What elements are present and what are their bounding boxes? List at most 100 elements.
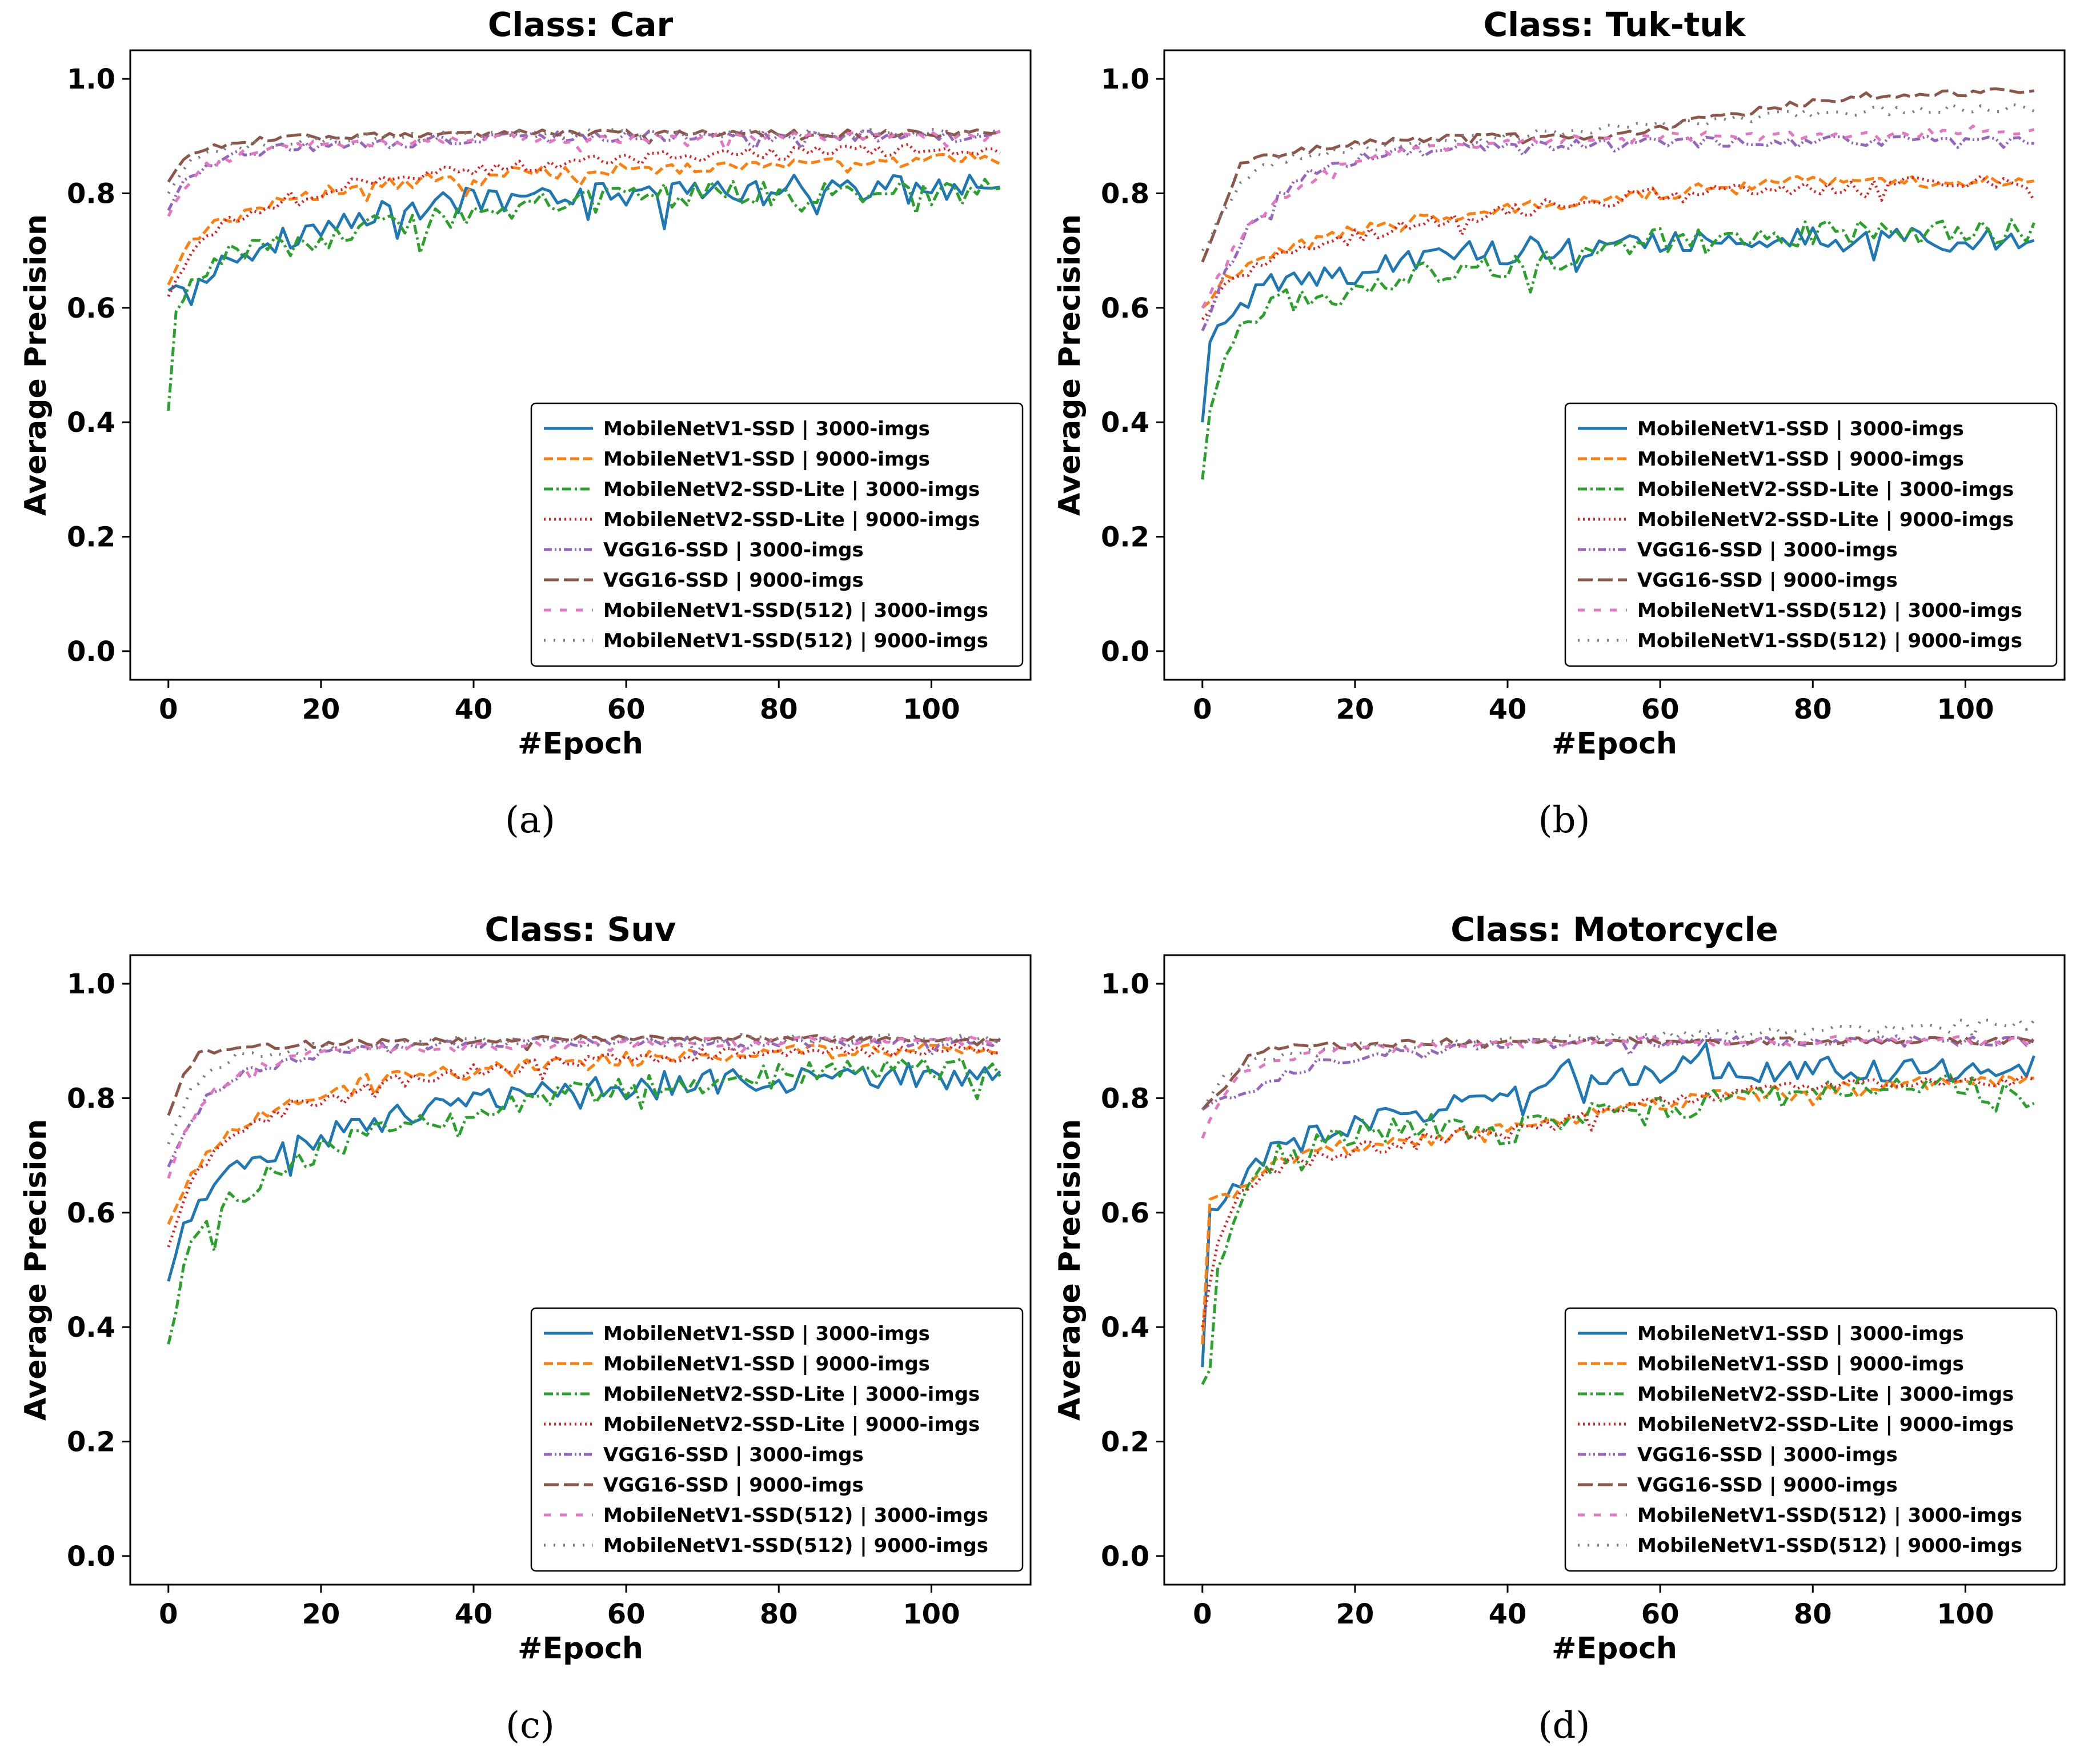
series-line-d-8 <box>1201 1018 2035 1110</box>
x-axis-label-d: #Epoch <box>1552 1631 1677 1666</box>
legend-box-c <box>530 1307 1024 1572</box>
x-tick-label-a: 40 <box>455 693 493 725</box>
x-tick-label-d: 80 <box>1794 1598 1832 1630</box>
y-tick-label-d: 0.8 <box>1101 1083 1149 1114</box>
legend-label-a-5: VGG16-SSD | 3000-imgs <box>603 539 864 562</box>
x-tick-label-a: 0 <box>159 693 178 725</box>
x-tick-label-c: 80 <box>760 1598 798 1630</box>
series-line-b-6 <box>1201 87 2034 263</box>
legend-label-c-6: VGG16-SSD | 9000-imgs <box>603 1474 864 1497</box>
x-ticks-b: 0 20 40 60 80 100 <box>1193 680 1994 725</box>
series-line-c-7 <box>167 1035 1000 1179</box>
legend-label-c-8: MobileNetV1-SSD(512) | 9000-imgs <box>603 1534 988 1557</box>
y-tick-label-d: 0.0 <box>1101 1541 1149 1573</box>
y-tick-label-b: 1.0 <box>1101 63 1149 95</box>
y-tick-label-b: 0.6 <box>1101 292 1149 324</box>
legend-a: MobileNetV1-SSD | 3000-imgs MobileNetV1-S… <box>530 402 1024 667</box>
y-ticks-d: 0.0 0.2 0.4 0.6 0.8 1.0 <box>1101 968 1164 1573</box>
panel-d: Class: Motorcycle #Epoch Average Precisi… <box>1053 910 2066 1666</box>
legend-label-a-4: MobileNetV2-SSD-Lite | 9000-imgs <box>603 508 980 531</box>
legend-b: MobileNetV1-SSD | 3000-imgs MobileNetV1-S… <box>1564 402 2058 667</box>
series-line-c-3 <box>167 1057 1001 1345</box>
series-line-a-5 <box>167 129 1001 211</box>
legend-c: MobileNetV1-SSD | 3000-imgs MobileNetV1-S… <box>530 1307 1024 1572</box>
y-tick-label-a: 0.6 <box>67 292 115 324</box>
x-tick-label-b: 100 <box>1937 693 1994 725</box>
series-line-a-2 <box>167 151 1001 286</box>
series-line-d-5 <box>1201 1034 2035 1111</box>
series-line-d-7 <box>1201 1035 2035 1139</box>
legend-label-b-7: MobileNetV1-SSD(512) | 3000-imgs <box>1637 599 2022 622</box>
x-tick-label-b: 20 <box>1336 693 1374 725</box>
legend-label-a-7: MobileNetV1-SSD(512) | 3000-imgs <box>603 599 988 622</box>
legend-label-c-4: MobileNetV2-SSD-Lite | 9000-imgs <box>603 1413 980 1436</box>
x-tick-label-a: 100 <box>903 693 960 725</box>
y-tick-label-c: 0.4 <box>67 1312 115 1344</box>
series-line-a-4 <box>167 143 1001 297</box>
y-tick-label-b: 0.8 <box>1101 178 1149 210</box>
x-tick-label-d: 40 <box>1489 1598 1527 1630</box>
legend-label-b-5: VGG16-SSD | 3000-imgs <box>1637 539 1898 562</box>
x-ticks-a: 0 20 40 60 80 100 <box>159 680 960 725</box>
x-tick-label-d: 20 <box>1336 1598 1374 1630</box>
series-line-b-5 <box>1201 135 2034 331</box>
chart-title-b: Class: Tuk-tuk <box>1484 5 1746 44</box>
y-tick-label-d: 1.0 <box>1101 968 1149 1000</box>
legend-label-d-6: VGG16-SSD | 9000-imgs <box>1637 1474 1898 1497</box>
y-axis-label-b: Average Precision <box>1053 214 1087 516</box>
panel-label-c: (c) <box>506 1705 555 1747</box>
legend-label-a-2: MobileNetV1-SSD | 9000-imgs <box>603 448 930 471</box>
panel-c: Class: Suv #Epoch Average Precision 0 20 4… <box>19 910 1032 1666</box>
chart-title-c: Class: Suv <box>485 910 676 949</box>
series-line-b-2 <box>1201 174 2034 309</box>
y-tick-label-c: 0.0 <box>67 1541 115 1573</box>
x-axis-label-c: #Epoch <box>518 1631 643 1666</box>
chart-title-a: Class: Car <box>488 5 674 44</box>
axes-frame-a <box>129 49 1032 681</box>
y-tick-label-d: 0.6 <box>1101 1197 1149 1229</box>
legend-label-b-3: MobileNetV2-SSD-Lite | 3000-imgs <box>1637 478 2014 501</box>
legend-label-a-8: MobileNetV1-SSD(512) | 9000-imgs <box>603 630 988 652</box>
y-tick-label-a: 1.0 <box>67 63 115 95</box>
chart-title-d: Class: Motorcycle <box>1450 910 1778 949</box>
axes-frame-c <box>129 954 1032 1586</box>
y-tick-label-d: 0.4 <box>1101 1312 1149 1344</box>
x-tick-label-b: 60 <box>1641 693 1680 725</box>
legend-label-d-4: MobileNetV2-SSD-Lite | 9000-imgs <box>1637 1413 2014 1436</box>
legend-label-a-3: MobileNetV2-SSD-Lite | 3000-imgs <box>603 478 980 501</box>
axes-frame-b <box>1163 49 2066 681</box>
y-axis-label-a: Average Precision <box>19 214 53 516</box>
legend-label-b-1: MobileNetV1-SSD | 3000-imgs <box>1637 418 1964 440</box>
plot-area-a <box>167 127 1001 411</box>
legend-label-c-3: MobileNetV2-SSD-Lite | 3000-imgs <box>603 1383 980 1406</box>
legend-label-d-7: MobileNetV1-SSD(512) | 3000-imgs <box>1637 1504 2022 1527</box>
x-ticks-d: 0 20 40 60 80 100 <box>1193 1585 1994 1630</box>
panel-label-b: (b) <box>1538 799 1590 841</box>
x-tick-label-c: 60 <box>607 1598 646 1630</box>
legend-box-a <box>530 402 1024 667</box>
panel-b: Class: Tuk-tuk #Epoch Average Precision … <box>1053 5 2066 761</box>
legend-label-c-7: MobileNetV1-SSD(512) | 3000-imgs <box>603 1504 988 1527</box>
legend-label-c-1: MobileNetV1-SSD | 3000-imgs <box>603 1322 930 1345</box>
series-line-b-1 <box>1201 226 2035 423</box>
series-line-c-4 <box>167 1043 1001 1248</box>
legend-label-d-8: MobileNetV1-SSD(512) | 9000-imgs <box>1637 1534 2022 1557</box>
x-tick-label-c: 100 <box>903 1598 960 1630</box>
series-line-b-8 <box>1201 102 2035 252</box>
x-tick-label-a: 80 <box>760 693 798 725</box>
x-tick-label-c: 20 <box>302 1598 340 1630</box>
legend-box-d <box>1564 1307 2058 1572</box>
legend-label-d-5: VGG16-SSD | 3000-imgs <box>1637 1444 1898 1466</box>
legend-label-a-6: VGG16-SSD | 9000-imgs <box>603 569 864 592</box>
y-tick-label-a: 0.8 <box>67 178 115 210</box>
legend-label-b-6: VGG16-SSD | 9000-imgs <box>1637 569 1898 592</box>
y-axis-label-d: Average Precision <box>1053 1119 1087 1421</box>
x-tick-label-a: 20 <box>302 693 340 725</box>
legend-label-d-2: MobileNetV1-SSD | 9000-imgs <box>1637 1353 1964 1376</box>
y-tick-label-c: 1.0 <box>67 968 115 1000</box>
y-ticks-a: 0.0 0.2 0.4 0.6 0.8 1.0 <box>67 63 130 668</box>
x-tick-label-d: 0 <box>1193 1598 1212 1630</box>
series-line-d-4 <box>1201 1075 2035 1328</box>
y-ticks-c: 0.0 0.2 0.4 0.6 0.8 1.0 <box>67 968 130 1573</box>
